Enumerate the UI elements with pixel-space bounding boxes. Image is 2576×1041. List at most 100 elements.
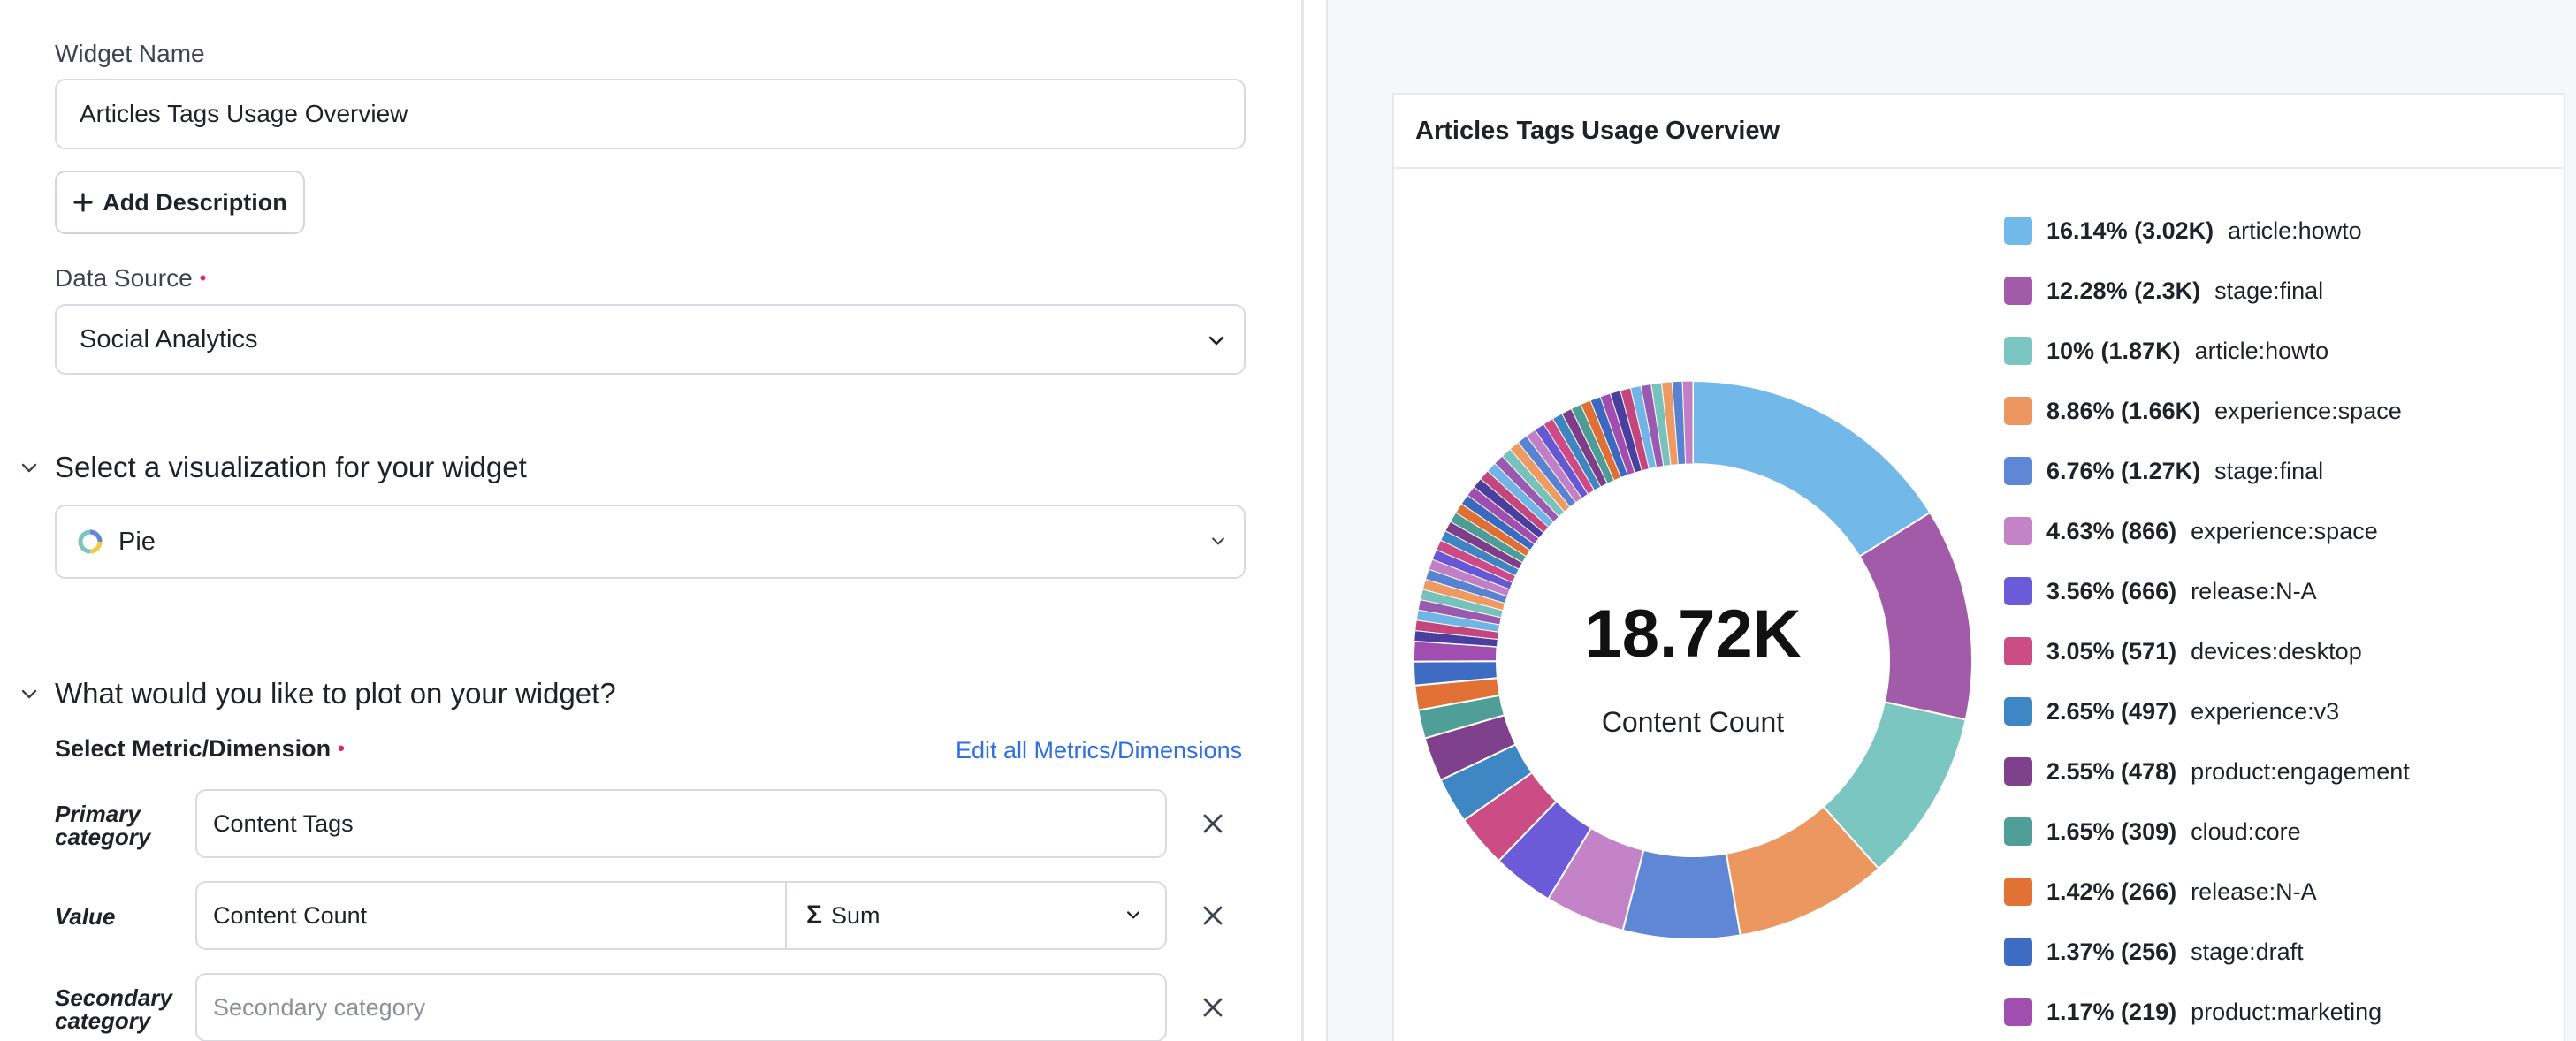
legend-item[interactable]: 3.05% (571) devices:desktop [2004, 621, 2410, 681]
legend-value-label: 1.42% (266) [2046, 878, 2177, 905]
panel-divider [1326, 0, 1328, 1041]
widget-preview-card: Articles Tags Usage Overview 18.72K Cont… [1392, 93, 2565, 1041]
required-indicator: • [199, 267, 207, 289]
primary-category-label-line1: Primary [55, 801, 141, 827]
add-description-button[interactable]: Add Description [55, 171, 305, 234]
legend-series-name: experience:v3 [2191, 697, 2340, 725]
collapse-chevron-icon [21, 689, 37, 699]
legend-value-label: 3.56% (666) [2046, 577, 2177, 604]
primary-category-label: Primary category [55, 802, 150, 848]
legend-value-label: 2.55% (478) [2046, 757, 2177, 785]
legend-series-name: cloud:core [2191, 817, 2301, 845]
legend-swatch [2004, 217, 2032, 245]
donut-total-value: 18.72K [1584, 596, 1802, 672]
legend-item[interactable]: 6.76% (1.27K) stage:final [2004, 441, 2410, 501]
legend-swatch [2004, 757, 2032, 786]
widget-preview-title: Articles Tags Usage Overview [1394, 95, 2564, 169]
legend-series-name: product:engagement [2191, 757, 2410, 785]
legend-item[interactable]: 3.56% (666) release:N-A [2004, 561, 2410, 621]
value-metric-field[interactable]: Content Count [195, 881, 1167, 950]
chevron-down-icon [1212, 537, 1224, 545]
secondary-category-label-line2: category [55, 1007, 151, 1034]
legend-swatch [2004, 637, 2032, 665]
legend-swatch [2004, 998, 2032, 1026]
widget-name-input[interactable]: Articles Tags Usage Overview [55, 79, 1246, 149]
legend-value-label: 4.63% (866) [2046, 517, 2177, 544]
legend-series-name: stage:final [2214, 457, 2324, 484]
data-source-value: Social Analytics [80, 324, 258, 353]
legend-series-name: stage:draft [2191, 938, 2304, 965]
legend-item[interactable]: 10% (1.87K) article:howto [2004, 321, 2410, 381]
widget-config-panel: Widget Name Articles Tags Usage Overview… [19, 0, 1304, 1041]
chevron-down-icon[interactable] [1124, 905, 1143, 924]
donut-chart[interactable] [1410, 377, 1976, 943]
remove-value-close-icon[interactable] [1199, 901, 1227, 930]
add-description-label: Add Description [103, 188, 287, 216]
legend-swatch [2004, 938, 2032, 966]
legend-swatch [2004, 457, 2032, 485]
legend-item[interactable]: 1.37% (256) stage:draft [2004, 922, 2410, 982]
donut-slice[interactable] [1692, 379, 1932, 558]
visualization-section-header[interactable]: Select a visualization for your widget [19, 451, 527, 484]
aggregation-value: Sum [831, 901, 880, 929]
legend-value-label: 1.37% (256) [2046, 938, 2177, 965]
legend-swatch [2004, 878, 2032, 906]
legend-series-name: article:howto [2228, 217, 2362, 244]
primary-category-input[interactable]: Content Tags [195, 789, 1167, 858]
legend-series-name: release:N-A [2191, 878, 2317, 905]
legend-series-name: article:howto [2194, 337, 2329, 364]
legend-swatch [2004, 697, 2032, 726]
legend-value-label: 6.76% (1.27K) [2046, 457, 2201, 484]
visualization-select[interactable]: Pie [55, 505, 1246, 579]
secondary-category-label-line1: Secondary [55, 984, 172, 1011]
value-metric: Content Count [213, 901, 368, 929]
legend-swatch [2004, 517, 2032, 545]
legend-item[interactable]: 4.63% (866) experience:space [2004, 501, 2410, 561]
legend-item[interactable]: 16.14% (3.02K) article:howto [2004, 201, 2410, 261]
legend-item[interactable]: 8.86% (1.66K) experience:space [2004, 381, 2410, 441]
legend-item[interactable]: 1.65% (309) cloud:core [2004, 802, 2410, 862]
secondary-category-input[interactable]: Secondary category [195, 973, 1167, 1041]
scrollbar-track[interactable] [1301, 0, 1304, 1041]
collapse-chevron-icon [21, 463, 37, 473]
value-field-divider [785, 883, 787, 948]
donut-total-label: Content Count [1601, 706, 1785, 738]
legend-value-label: 1.17% (219) [2046, 998, 2177, 1025]
legend-swatch [2004, 337, 2032, 365]
remove-secondary-close-icon[interactable] [1199, 993, 1227, 1022]
legend-series-name: devices:desktop [2191, 637, 2362, 665]
legend-value-label: 1.65% (309) [2046, 817, 2177, 845]
edit-metrics-link[interactable]: Edit all Metrics/Dimensions [956, 737, 1243, 764]
plus-icon [73, 193, 93, 212]
legend-item[interactable]: 12.28% (2.3K) stage:final [2004, 261, 2410, 321]
legend-series-name: experience:space [2214, 397, 2402, 424]
plot-section-header[interactable]: What would you like to plot on your widg… [19, 677, 616, 710]
chevron-down-icon [1208, 336, 1224, 346]
metric-dimension-label-text: Select Metric/Dimension [55, 735, 332, 762]
legend-item[interactable]: 2.55% (478) product:engagement [2004, 741, 2410, 802]
legend-swatch [2004, 397, 2032, 425]
pie-chart-icon [78, 529, 103, 554]
legend-item[interactable]: 2.65% (497) experience:v3 [2004, 681, 2410, 741]
legend-item[interactable]: 1.17% (219) product:marketing [2004, 982, 2410, 1041]
aggregation-select[interactable]: Σ Sum [806, 894, 880, 937]
widget-name-label: Widget Name [55, 40, 205, 67]
chart-legend: 16.14% (3.02K) article:howto 12.28% (2.3K)… [2004, 201, 2410, 1041]
legend-swatch [2004, 817, 2032, 846]
required-indicator: • [338, 737, 345, 759]
remove-primary-close-icon[interactable] [1199, 809, 1227, 838]
legend-swatch [2004, 577, 2032, 605]
secondary-category-label: Secondary category [55, 986, 172, 1032]
primary-category-label-line2: category [55, 824, 151, 850]
legend-series-name: stage:final [2214, 277, 2324, 304]
legend-value-label: 8.86% (1.66K) [2046, 397, 2201, 424]
legend-series-name: release:N-A [2191, 577, 2317, 604]
legend-item[interactable]: 1.42% (266) release:N-A [2004, 862, 2410, 922]
legend-swatch [2004, 277, 2032, 305]
data-source-label: Data Source • [55, 264, 206, 293]
data-source-select[interactable]: Social Analytics [55, 304, 1246, 375]
legend-value-label: 2.65% (497) [2046, 697, 2177, 725]
legend-series-name: product:marketing [2191, 998, 2382, 1025]
visualization-section-title: Select a visualization for your widget [55, 451, 527, 483]
donut-slice-other[interactable] [1681, 380, 1694, 465]
